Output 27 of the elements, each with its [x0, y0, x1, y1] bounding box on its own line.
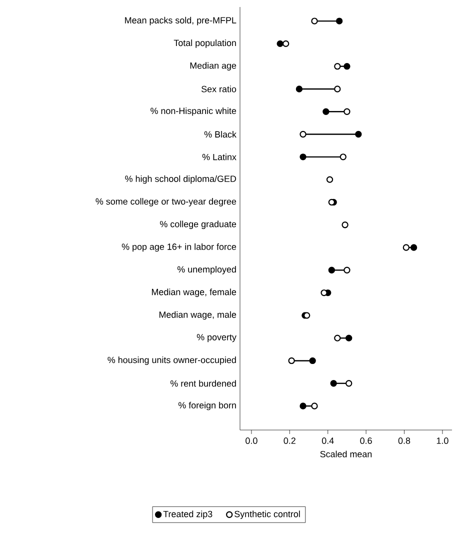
x-tick-label: 0.2: [284, 438, 296, 444]
y-tick-label: Median wage, female: [152, 288, 236, 297]
y-tick-label: % rent burdened: [170, 380, 236, 387]
x-tick-label: 0.4: [322, 438, 334, 444]
y-tick-label: % college graduate: [160, 220, 236, 230]
legend-label: Treated zip3: [163, 510, 212, 519]
y-tick-label: % housing units owner-occupied: [108, 356, 236, 365]
y-tick-label: % unemployed: [177, 266, 236, 274]
y-tick-label: % foreign born: [178, 402, 236, 410]
x-tick-label: 1.0: [436, 438, 448, 444]
y-tick-label: % pop age 16+ in labor force: [122, 243, 236, 252]
y-tick-label: % poverty: [196, 334, 236, 342]
legend-label: Synthetic control: [234, 510, 300, 519]
y-tick-label: Median wage, male: [159, 311, 236, 320]
y-tick-label: % Latinx: [202, 154, 236, 160]
x-axis-title: Scaled mean: [320, 450, 372, 458]
y-tick-label: Sex ratio: [202, 86, 236, 92]
x-tick-label: 0.8: [398, 438, 410, 444]
y-tick-label: % non-Hispanic white: [150, 107, 236, 116]
x-tick-label: 0.0: [246, 438, 258, 444]
y-tick-label: Median age: [190, 62, 236, 71]
y-tick-label: Mean packs sold, pre-MFPL: [125, 16, 236, 26]
y-tick-label: % high school diploma/GED: [125, 175, 236, 184]
x-tick-label: 0.6: [360, 438, 372, 444]
y-tick-label: Total population: [174, 40, 236, 48]
y-tick-label: % Black: [204, 130, 236, 138]
y-tick-label: % some college or two-year degree: [96, 198, 236, 206]
